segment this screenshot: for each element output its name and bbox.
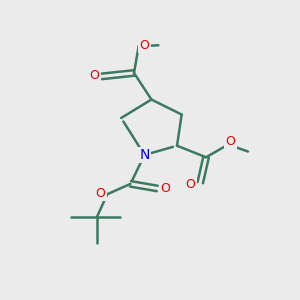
Text: N: N: [139, 148, 150, 162]
Text: O: O: [140, 39, 149, 52]
Text: O: O: [185, 178, 195, 191]
Text: O: O: [89, 69, 99, 82]
Text: O: O: [226, 135, 236, 148]
Text: O: O: [160, 182, 170, 195]
Text: O: O: [95, 187, 105, 200]
